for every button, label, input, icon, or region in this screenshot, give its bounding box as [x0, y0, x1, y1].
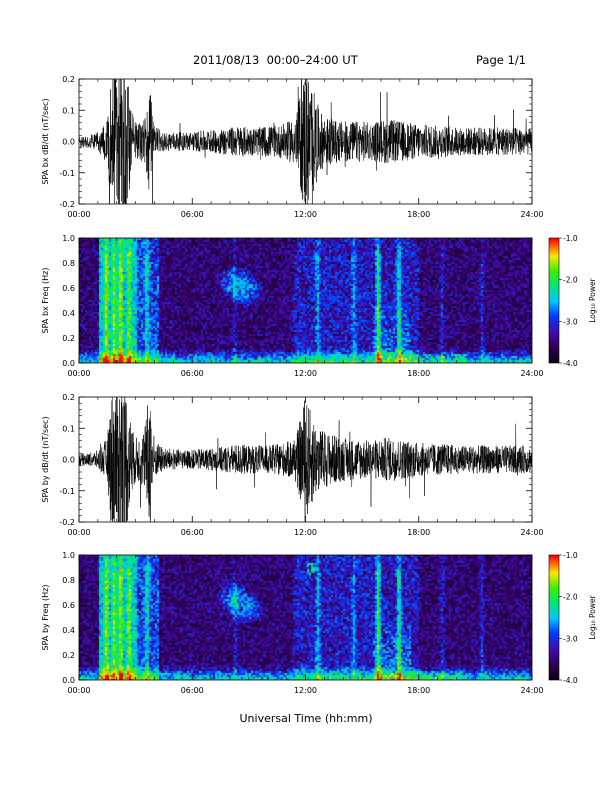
x-tick-label: 06:00 — [181, 369, 204, 378]
spectrogram-image — [79, 555, 532, 680]
y-tick-label: 0.8 — [62, 576, 75, 585]
y-tick-label: 0.4 — [62, 626, 75, 635]
y-tick-label: -0.1 — [59, 487, 75, 496]
colorbar-tick-label: -3.0 — [563, 317, 578, 326]
x-tick-label: 06:00 — [181, 528, 204, 537]
y-tick-label: -0.1 — [59, 169, 75, 178]
x-tick-label: 12:00 — [294, 369, 317, 378]
x-tick-label: 00:00 — [67, 210, 90, 219]
colorbar-tick-label: -2.0 — [563, 276, 578, 285]
x-tick-label: 12:00 — [294, 528, 317, 537]
x-tick-label: 06:00 — [181, 686, 204, 695]
y-axis-label: SPA by Freq (Hz) — [41, 585, 50, 651]
colorbar-tick-label: -4.0 — [563, 676, 578, 685]
colorbar-frame — [548, 237, 560, 364]
x-tick-label: 00:00 — [67, 686, 90, 695]
y-tick-label: 0.6 — [62, 601, 75, 610]
y-tick-label: 1.0 — [62, 551, 75, 560]
y-tick-label: 0.1 — [62, 106, 75, 115]
y-tick-label: 0.0 — [62, 456, 75, 465]
colorbar: -1.0 -2.0 -3.0 -4.0 Log₁₀ Power — [548, 551, 597, 685]
x-axis-title: Universal Time (hh:mm) — [239, 712, 373, 725]
x-tick-label: 24:00 — [520, 210, 543, 219]
colorbar-tick-label: -1.0 — [563, 234, 578, 243]
colorbar: -1.0 -2.0 -3.0 -4.0 Log₁₀ Power — [548, 234, 597, 368]
x-tick-label: 24:00 — [520, 528, 543, 537]
panel-bx-waveform: 00:00 06:00 12:00 18:00 24:00 -0.2 -0.1 0.0 0.1 0… — [41, 75, 544, 219]
data-trace — [79, 397, 532, 522]
y-tick-label: 0.0 — [62, 359, 75, 368]
colorbar-tick-label: -1.0 — [563, 551, 578, 560]
spectrogram-image — [79, 238, 532, 363]
x-tick-label: 00:00 — [67, 369, 90, 378]
y-axis-label: SPA bx dB/dt (nT/sec) — [41, 98, 50, 184]
x-tick-label: 18:00 — [407, 528, 430, 537]
y-tick-label: 0.4 — [62, 309, 75, 318]
x-tick-label: 12:00 — [294, 686, 317, 695]
y-tick-label: 0.2 — [62, 651, 75, 660]
waveform-trace-group — [78, 78, 533, 205]
data-trace — [79, 79, 532, 204]
spectrogram-image-group — [78, 237, 533, 364]
y-tick-label: 0.2 — [62, 75, 75, 84]
colorbar-gradient — [549, 555, 559, 680]
x-tick-label: 24:00 — [520, 369, 543, 378]
y-tick-label: 0.0 — [62, 676, 75, 685]
y-tick-label: 0.2 — [62, 334, 75, 343]
x-tick-label: 18:00 — [407, 686, 430, 695]
y-tick-label: -0.2 — [59, 518, 75, 527]
x-tick-label: 12:00 — [294, 210, 317, 219]
spectrogram-image-group — [78, 554, 533, 681]
panel-by-waveform: 00:00 06:00 12:00 18:00 24:00 -0.2 -0.1 0.0 0.1 0… — [41, 393, 544, 537]
y-tick-label: 0.1 — [62, 424, 75, 433]
x-tick-label: 06:00 — [181, 210, 204, 219]
colorbar-tick-label: -3.0 — [563, 634, 578, 643]
x-tick-label: 24:00 — [520, 686, 543, 695]
x-tick-label: 18:00 — [407, 210, 430, 219]
y-tick-label: 1.0 — [62, 234, 75, 243]
x-tick-label: 00:00 — [67, 528, 90, 537]
y-axis-label: SPA bx Freq (Hz) — [41, 268, 50, 334]
colorbar-frame — [548, 554, 560, 681]
y-axis-label: SPA by dB/dt (nT/sec) — [41, 416, 50, 502]
page-number: Page 1/1 — [476, 53, 527, 67]
colorbar-gradient — [549, 238, 559, 363]
y-tick-label: 0.8 — [62, 259, 75, 268]
y-tick-label: 0.0 — [62, 138, 75, 147]
y-tick-label: 0.6 — [62, 284, 75, 293]
x-tick-label: 18:00 — [407, 369, 430, 378]
panel-by-spectrogram: 00:00 06:00 12:00 18:00 24:00 0.0 0.2 0.4 0.6 0.8… — [41, 551, 544, 695]
colorbar-label: Log₁₀ Power — [588, 594, 597, 639]
colorbar-label: Log₁₀ Power — [588, 277, 597, 322]
figure-title: 2011/08/13 00:00–24:00 UT — [193, 53, 358, 67]
colorbar-tick-label: -4.0 — [563, 359, 578, 368]
colorbar-tick-label: -2.0 — [563, 593, 578, 602]
panel-bx-spectrogram: 00:00 06:00 12:00 18:00 24:00 0.0 0.2 0.4 0.6 0.8… — [41, 234, 544, 378]
y-tick-label: -0.2 — [59, 200, 75, 209]
y-tick-label: 0.2 — [62, 393, 75, 402]
